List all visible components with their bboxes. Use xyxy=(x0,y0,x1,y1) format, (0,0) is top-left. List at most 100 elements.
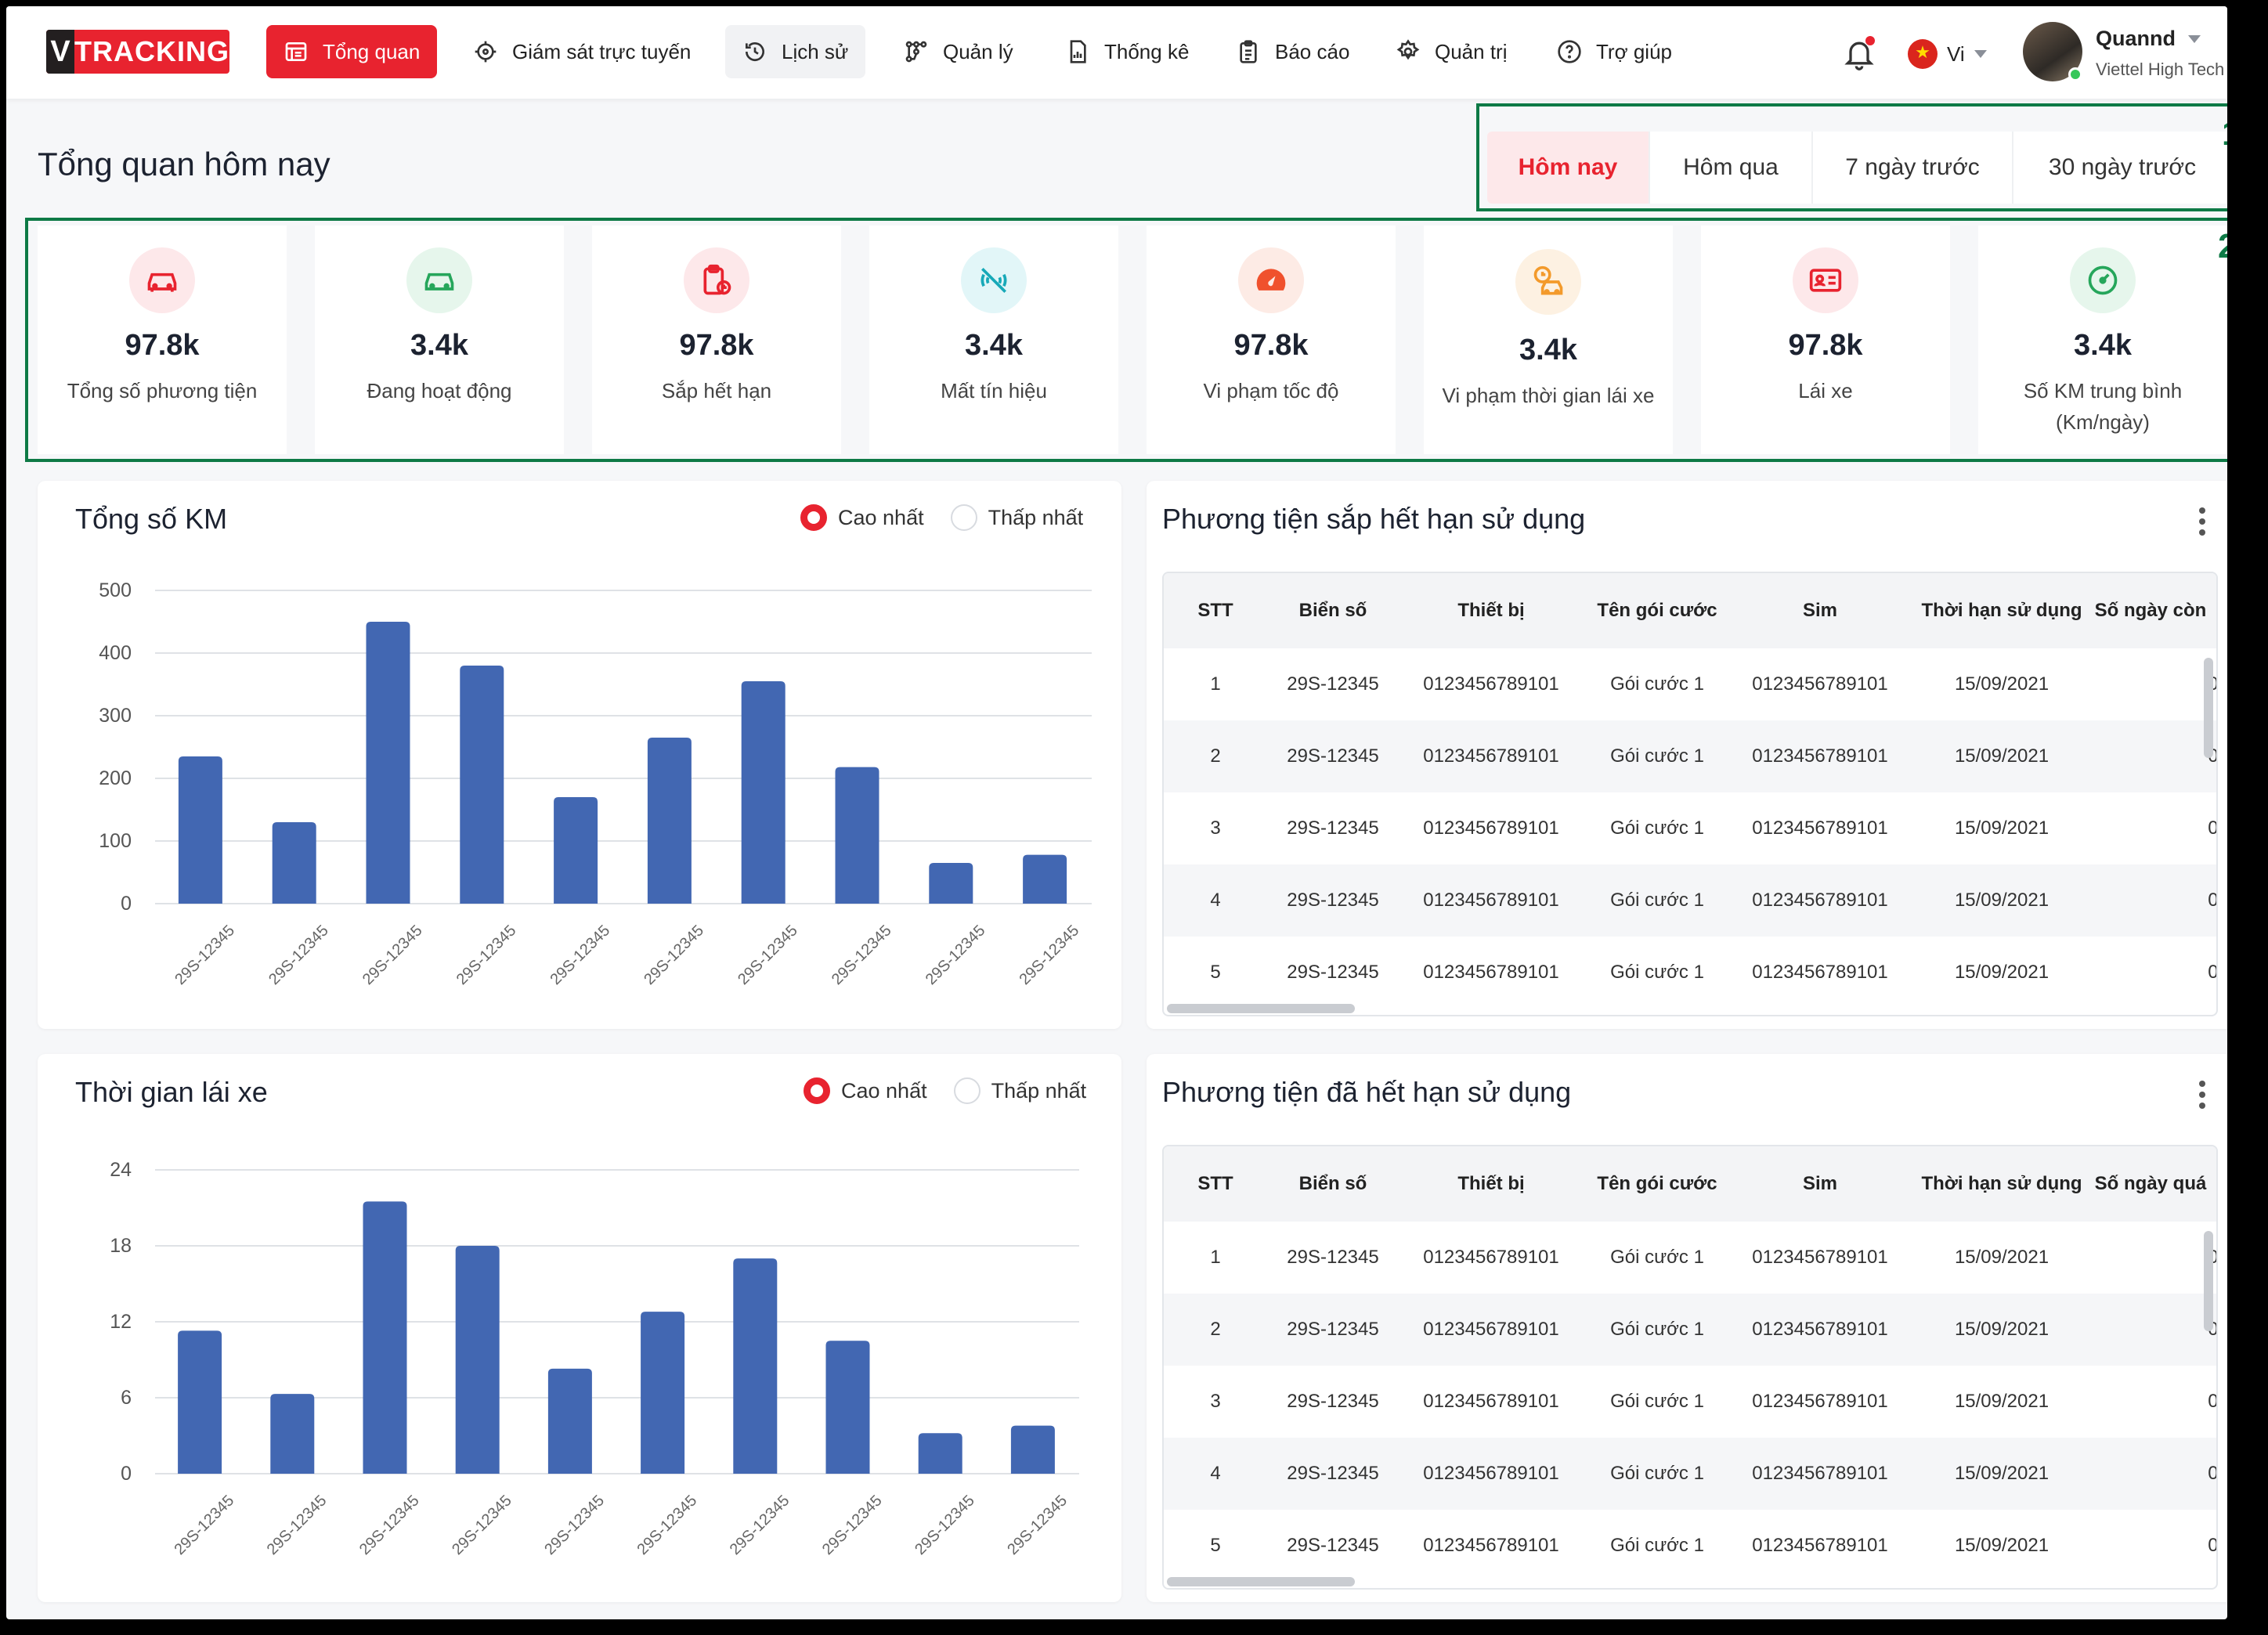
table-row[interactable]: 3 29S-12345 0123456789101 Gói cước 1 0123456… xyxy=(1164,1366,2216,1438)
chevron-down-icon xyxy=(1974,50,1987,58)
nav-quan-ly[interactable]: Quản lý xyxy=(887,25,1031,78)
table-row[interactable]: 5 29S-12345 0123456789101 Gói cước 1 0123456… xyxy=(1164,1510,2216,1582)
table-row[interactable]: 3 29S-12345 0123456789101 Gói cước 1 0123456… xyxy=(1164,792,2216,864)
bar[interactable] xyxy=(554,797,598,904)
table-cell: 15/09/2021 xyxy=(1954,890,2050,911)
bar[interactable] xyxy=(178,1330,222,1474)
nav-thong-ke[interactable]: Thống kê xyxy=(1048,25,1206,78)
bar[interactable] xyxy=(741,681,785,904)
nav-label: Lịch sử xyxy=(782,39,849,63)
user-menu[interactable]: Quannd xyxy=(2096,27,2201,51)
table-cell: 02 xyxy=(2088,648,2216,720)
more-options-icon[interactable] xyxy=(2199,507,2205,536)
table-row[interactable]: 1 29S-12345 0123456789101 Gói cước 1 0123456… xyxy=(1164,1222,2216,1294)
stat-icon-bg xyxy=(1793,247,1858,313)
stat-card[interactable]: 97.8k Tổng số phương tiện xyxy=(38,226,287,454)
stat-card[interactable]: 97.8k Sắp hết hạn xyxy=(592,226,841,454)
bar[interactable] xyxy=(460,666,504,904)
horizontal-scrollbar[interactable] xyxy=(1167,1004,1355,1013)
radio-cao-nhat[interactable]: Cao nhất xyxy=(800,504,924,531)
table-cell: 29S-12345 xyxy=(1287,1391,1379,1412)
bar[interactable] xyxy=(929,863,973,904)
y-tick-label: 200 xyxy=(99,767,132,789)
table-cell: 0123456789101 xyxy=(1423,962,1559,983)
bar[interactable] xyxy=(918,1433,962,1474)
nav-giam-sat[interactable]: Giám sát trực tuyến xyxy=(456,25,708,78)
column-header[interactable]: Biển số xyxy=(1298,600,1367,621)
bar[interactable] xyxy=(547,1368,592,1474)
tab-hom-qua[interactable]: Hôm qua xyxy=(1650,132,1813,204)
stat-card[interactable]: 3.4k Mất tín hiệu xyxy=(869,226,1118,454)
callout-frame-1 xyxy=(1476,103,2227,211)
y-tick-label: 300 xyxy=(99,705,132,727)
bar[interactable] xyxy=(641,1312,685,1474)
stat-card[interactable]: 3.4k Vi phạm thời gian lái xe xyxy=(1424,226,1673,454)
bar[interactable] xyxy=(366,622,410,904)
nav-tong-quan[interactable]: Tổng quan xyxy=(266,25,438,78)
callout-frame-2 xyxy=(25,218,2227,462)
radio-thap-nhat[interactable]: Thấp nhất xyxy=(950,504,1083,531)
column-header[interactable]: Thời hạn sử dụng xyxy=(1921,1173,2082,1194)
nav-tro-giup[interactable]: Trợ giúp xyxy=(1540,25,1689,78)
stat-icon-bg xyxy=(684,247,749,313)
bell-icon[interactable] xyxy=(1842,36,1876,70)
bar[interactable] xyxy=(1010,1425,1055,1474)
stat-label: Vi phạm tốc độ xyxy=(1203,379,1339,402)
y-tick-label: 6 xyxy=(121,1387,132,1409)
stat-card[interactable]: 97.8k Lái xe xyxy=(1701,226,1950,454)
column-header[interactable]: Tên gói cước xyxy=(1597,600,1717,621)
table-row[interactable]: 4 29S-12345 0123456789101 Gói cước 1 0123456… xyxy=(1164,1438,2216,1510)
tab-30-ngay[interactable]: 30 ngày trước xyxy=(2048,154,2197,180)
tab-hom-nay[interactable]: Hôm nay xyxy=(1487,132,1650,204)
bar[interactable] xyxy=(647,738,692,904)
more-options-icon[interactable] xyxy=(2199,1081,2205,1109)
tab-7-ngay[interactable]: 7 ngày trước xyxy=(1813,132,2013,204)
vertical-scrollbar[interactable] xyxy=(2204,658,2213,758)
radio-thap-nhat[interactable]: Thấp nhất xyxy=(953,1077,1086,1104)
chart-card-km: Tổng số KM Cao nhất Thấp nhất 0 100 200 300… xyxy=(38,481,1121,1029)
nav-quan-tri[interactable]: Quản trị xyxy=(1378,25,1525,78)
table-row[interactable]: 2 29S-12345 0123456789101 Gói cước 1 0123456… xyxy=(1164,720,2216,792)
table-row[interactable]: 4 29S-12345 0123456789101 Gói cước 1 0123456… xyxy=(1164,864,2216,937)
table-row[interactable]: 1 29S-12345 0123456789101 Gói cước 1 0123456… xyxy=(1164,648,2216,720)
bar[interactable] xyxy=(1023,854,1067,904)
table-row[interactable]: 5 29S-12345 0123456789101 Gói cước 1 0123456… xyxy=(1164,937,2216,1009)
table-cell: 0123456789101 xyxy=(1423,745,1559,767)
column-header[interactable]: Số ngày còn xyxy=(2094,600,2207,621)
bar[interactable] xyxy=(455,1246,500,1474)
stat-card[interactable]: 3.4k Số KM trung bình (Km/ngày) xyxy=(1978,226,2227,454)
bar[interactable] xyxy=(272,822,316,904)
stat-icon-bg xyxy=(129,247,195,313)
column-header[interactable]: Sim xyxy=(1802,1173,1837,1194)
column-header[interactable]: Thời hạn sử dụng xyxy=(1921,600,2082,621)
horizontal-scrollbar[interactable] xyxy=(1167,1577,1355,1586)
speedometer-icon xyxy=(1256,269,1286,291)
stat-icon-bg xyxy=(1238,247,1304,313)
radio-cao-nhat[interactable]: Cao nhất xyxy=(804,1077,927,1104)
column-header[interactable]: Biển số xyxy=(1298,1173,1367,1194)
table-row[interactable]: 2 29S-12345 0123456789101 Gói cước 1 0123456… xyxy=(1164,1294,2216,1366)
stat-card[interactable]: 97.8k Vi phạm tốc độ xyxy=(1147,226,1396,454)
bar[interactable] xyxy=(270,1394,315,1474)
bar[interactable] xyxy=(178,756,222,904)
column-header[interactable]: STT xyxy=(1197,600,1233,621)
stat-card[interactable]: 3.4k Đang hoạt động xyxy=(315,226,564,454)
column-header[interactable]: Số ngày quá xyxy=(2094,1173,2207,1194)
nav-lich-su[interactable]: Lịch sử xyxy=(725,25,866,78)
column-header[interactable]: Thiết bị xyxy=(1457,600,1525,621)
x-tick-label: 29S-12345 xyxy=(819,1492,886,1558)
language-selector[interactable]: Vi xyxy=(1908,39,1987,69)
logo[interactable]: V TRACKING xyxy=(46,30,229,74)
vertical-scrollbar[interactable] xyxy=(2204,1231,2213,1331)
column-header[interactable]: Thiết bị xyxy=(1457,1173,1525,1194)
nav-bao-cao[interactable]: Báo cáo xyxy=(1219,25,1367,78)
bar[interactable] xyxy=(825,1341,870,1474)
car-active-icon xyxy=(424,272,454,291)
bar[interactable] xyxy=(835,767,879,904)
bar[interactable] xyxy=(363,1201,407,1474)
column-header[interactable]: STT xyxy=(1197,1173,1233,1194)
column-header[interactable]: Sim xyxy=(1802,600,1837,621)
column-header[interactable]: Tên gói cước xyxy=(1597,1173,1717,1194)
bar[interactable] xyxy=(733,1258,778,1474)
stat-value: 97.8k xyxy=(1788,329,1863,362)
